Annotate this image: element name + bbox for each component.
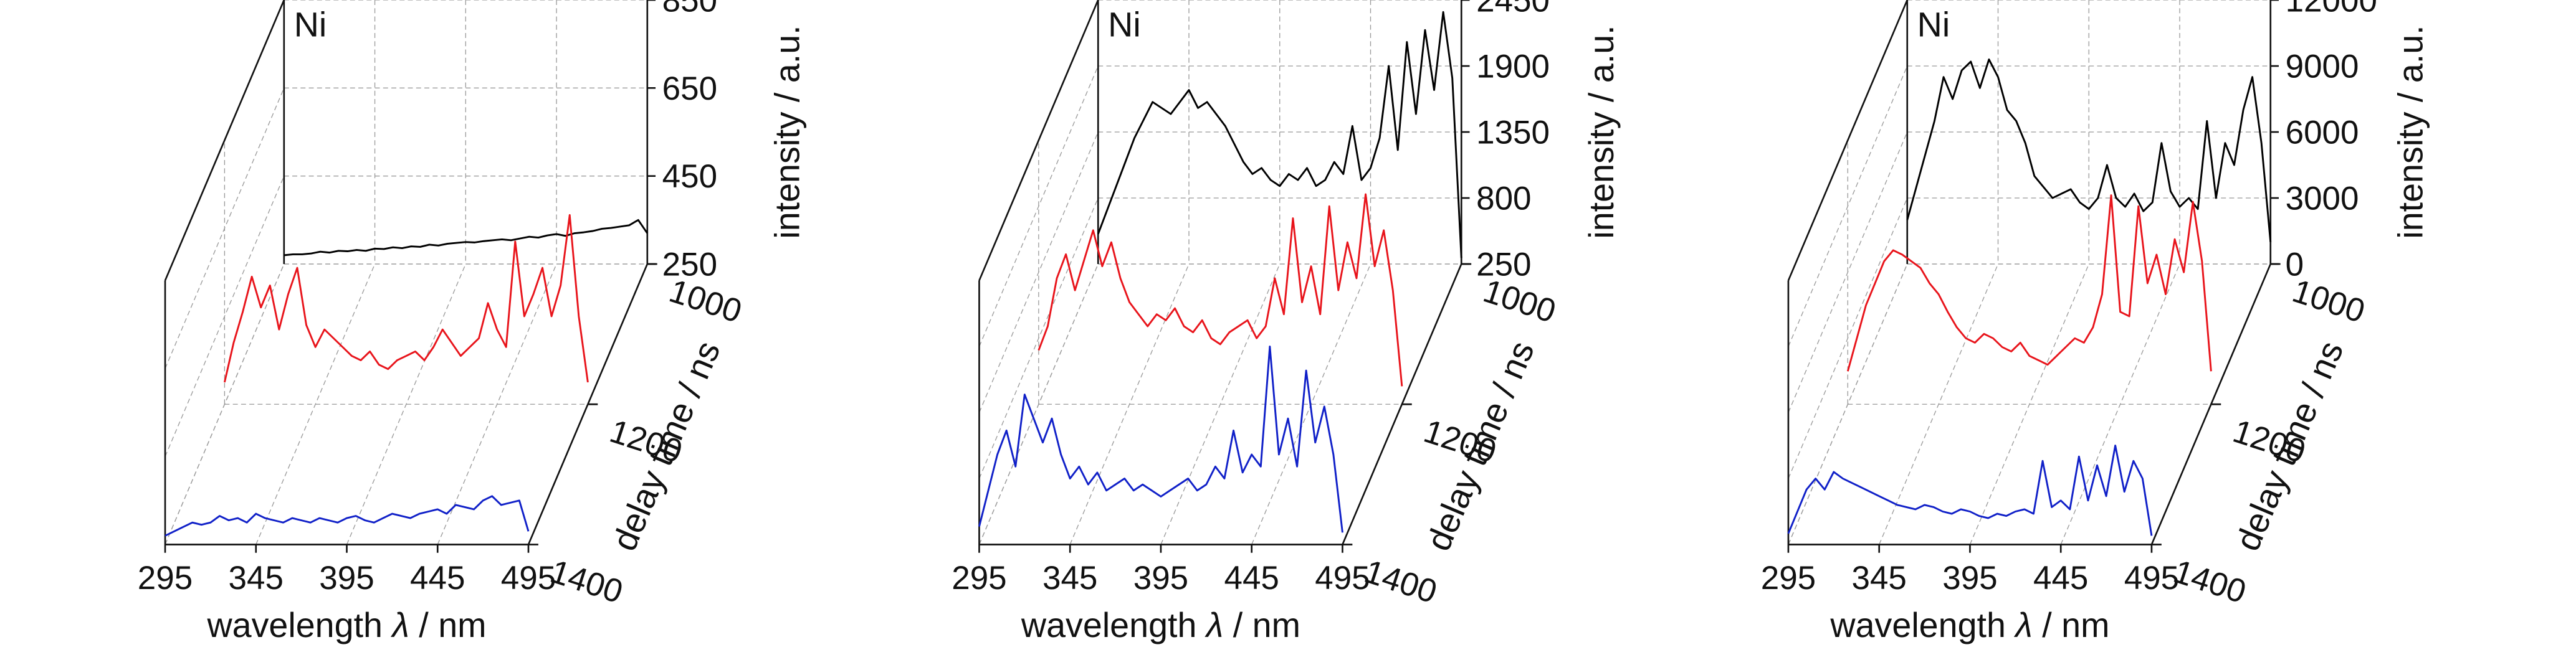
- y-tick-label: 0: [2286, 247, 2304, 283]
- x-axis-title-suffix: / nm: [2033, 606, 2110, 644]
- panel-label: Ni: [1108, 5, 1141, 44]
- x-tick-label: 395: [1942, 560, 1997, 597]
- x-tick-label: 345: [1042, 560, 1097, 597]
- series-line-1200: [1038, 193, 1403, 387]
- x-axis-title-symbol: λ: [2013, 606, 2032, 644]
- series-line-1400: [165, 495, 530, 537]
- y-tick-label: 250: [1476, 247, 1531, 283]
- grid: [978, 0, 1462, 545]
- chart-panel-3: 295 345 395 445 4950300060009000120001000120…: [1761, 0, 2430, 644]
- series-line-1400: [1787, 445, 2153, 536]
- series-line-1000: [1097, 11, 1462, 258]
- x-axis-title: wavelength λ / nm: [206, 606, 486, 644]
- y-axis-title: intensity / a.u.: [1582, 25, 1621, 238]
- x-tick-label: 445: [410, 560, 465, 597]
- y-tick-label: 3000: [2286, 181, 2359, 217]
- series-line-1200: [223, 214, 589, 383]
- x-tick-label: 395: [319, 560, 374, 597]
- panel-label: Ni: [294, 5, 327, 44]
- y-tick-label: 650: [662, 70, 717, 107]
- y-tick-label: 9000: [2286, 49, 2359, 85]
- x-tick-label: 295: [1761, 560, 1816, 597]
- x-tick-label: 395: [1133, 560, 1188, 597]
- x-axis-title-suffix: / nm: [1223, 606, 1300, 644]
- x-axis-title-symbol: λ: [1205, 606, 1223, 644]
- axes: [164, 0, 649, 545]
- top-edge: [1787, 0, 1908, 281]
- grid: [1788, 0, 2271, 545]
- z-tick-label: 1400: [1360, 553, 1441, 611]
- y-tick-label: 800: [1476, 181, 1531, 217]
- y-tick-label: 2450: [1476, 0, 1550, 19]
- chart-panel-1: 295 345 395 445 495250450650850100012001400N…: [138, 0, 807, 644]
- x-tick-label: 495: [2124, 560, 2179, 597]
- x-tick-label: 345: [1851, 560, 1906, 597]
- series-line-1000: [284, 219, 649, 257]
- grid-line: [1879, 263, 1999, 545]
- y-tick-label: 250: [662, 247, 717, 283]
- z-tick-label: 1400: [546, 553, 627, 611]
- axes: [978, 0, 1462, 545]
- y-tick-label: 850: [662, 0, 717, 19]
- x-axis-title-prefix: wavelength: [1829, 606, 2015, 644]
- z-tick-label: 1000: [2288, 273, 2369, 331]
- z-tick-label: 1400: [2169, 553, 2250, 611]
- series-line-1400: [978, 346, 1343, 533]
- x-axis-title: wavelength λ / nm: [1829, 606, 2109, 644]
- y-axis-title: intensity / a.u.: [2392, 25, 2430, 238]
- x-tick-label: 445: [1224, 560, 1279, 597]
- top-edge: [164, 0, 285, 281]
- top-edge: [978, 0, 1099, 281]
- x-tick-label: 295: [952, 560, 1006, 597]
- axes: [1787, 0, 2272, 545]
- chart-panel-2: 295 345 395 445 4952508001350190024501000120…: [952, 0, 1621, 644]
- grid-line: [1969, 263, 2089, 545]
- x-tick-label: 495: [1315, 560, 1370, 597]
- y-tick-label: 450: [662, 158, 717, 195]
- y-tick-label: 1900: [1476, 49, 1550, 85]
- x-tick-label: 295: [138, 560, 193, 597]
- x-axis-title-suffix: / nm: [409, 606, 487, 644]
- x-axis-title-prefix: wavelength: [1021, 606, 1206, 644]
- series-line-1200: [1846, 194, 2212, 372]
- grid-line: [165, 176, 285, 457]
- x-axis-title-prefix: wavelength: [206, 606, 392, 644]
- y-tick-label: 1350: [1476, 115, 1550, 151]
- y-tick-label: 6000: [2286, 115, 2359, 151]
- x-tick-label: 495: [501, 560, 556, 597]
- panel-label: Ni: [1917, 5, 1950, 44]
- series-line-1000: [1906, 58, 2272, 242]
- x-axis-title-symbol: λ: [390, 606, 409, 644]
- x-tick-label: 445: [2033, 560, 2088, 597]
- y-axis-title: intensity / a.u.: [768, 25, 807, 238]
- x-tick-label: 345: [229, 560, 284, 597]
- y-tick-label: 12000: [2286, 0, 2377, 19]
- x-axis-title: wavelength λ / nm: [1021, 606, 1300, 644]
